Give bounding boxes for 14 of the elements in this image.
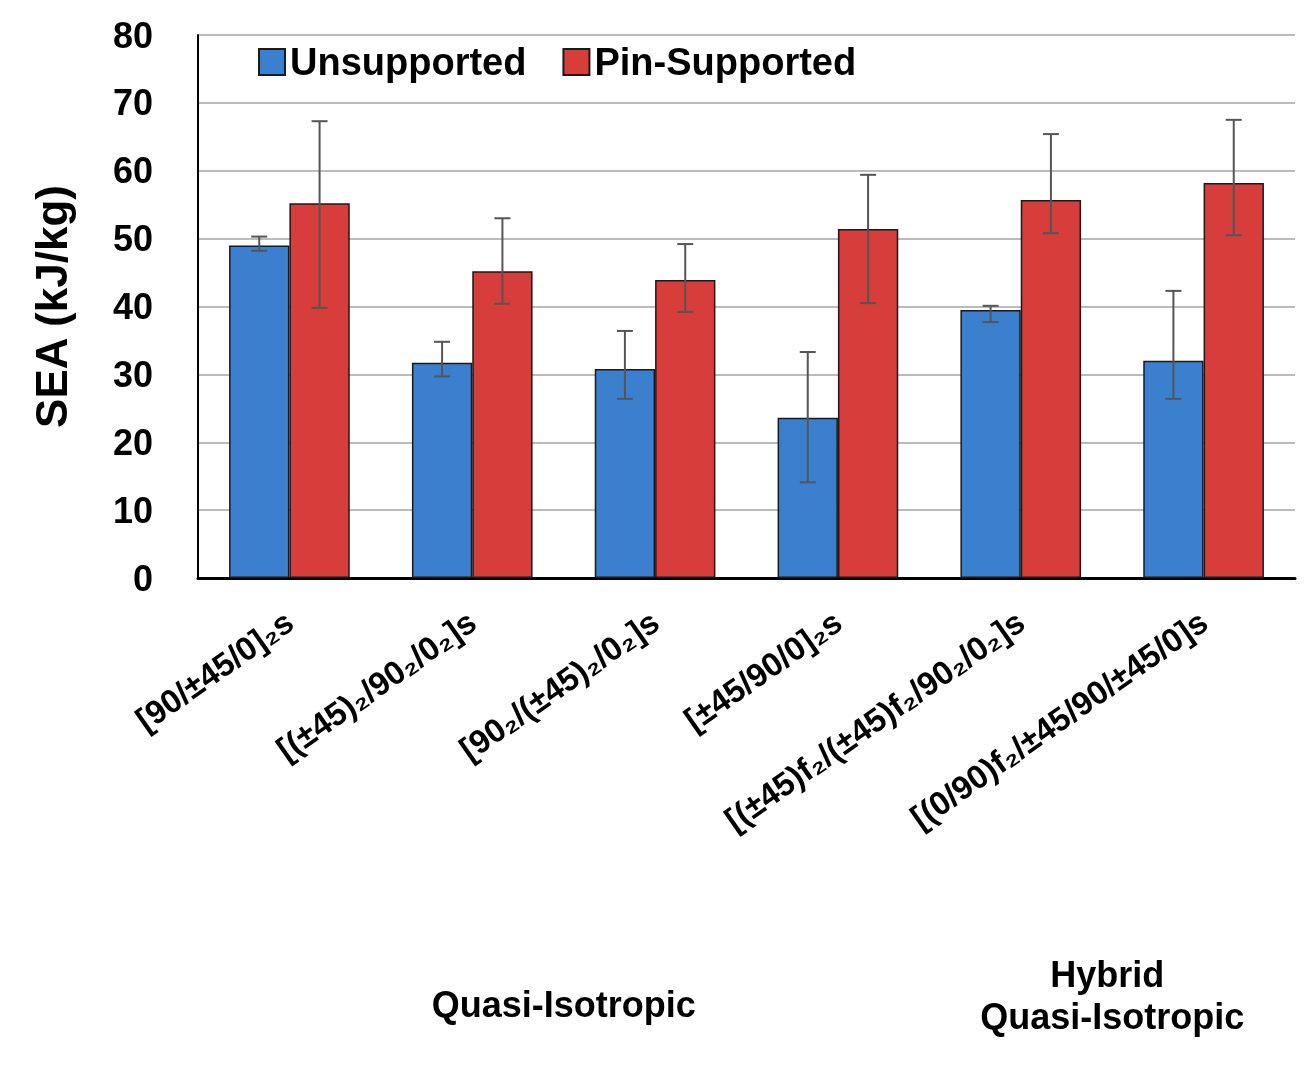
y-tick-label: 40 — [112, 286, 153, 327]
y-tick-label: 70 — [112, 82, 153, 124]
y-tick-label: 80 — [112, 14, 153, 56]
y-tick-label: 0 — [132, 557, 153, 599]
y-tick-label: 20 — [112, 421, 153, 463]
y-axis-title: SEA (kJ/kg) — [26, 185, 76, 428]
y-tick-label: 10 — [112, 489, 153, 531]
text: Hybrid Quasi-Isotropic — [980, 953, 1245, 1037]
text: Quasi-Isotropic — [431, 983, 696, 1025]
y-tick-label: 50 — [112, 218, 153, 260]
legend-label: Unsupported — [290, 41, 527, 83]
y-tick-label: 60 — [112, 150, 153, 192]
legend-label: Pin-Supported — [594, 41, 857, 83]
y-tick-label: 30 — [112, 353, 153, 395]
